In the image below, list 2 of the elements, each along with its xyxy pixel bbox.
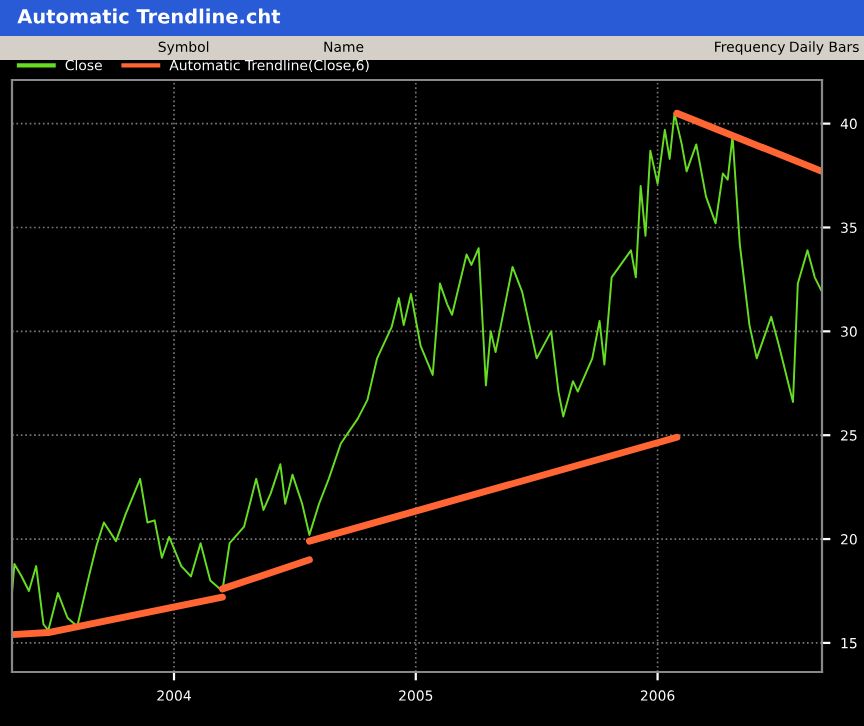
line-series [12,112,822,632]
chart-title: Automatic Trendline.cht [17,8,281,24]
